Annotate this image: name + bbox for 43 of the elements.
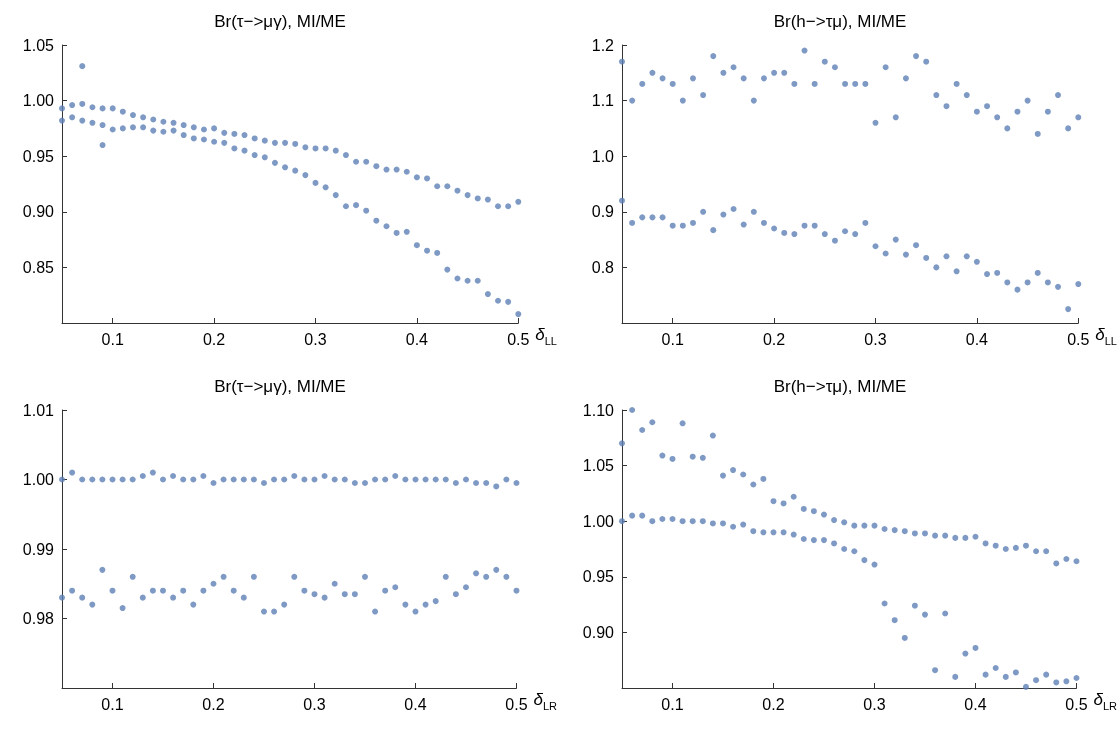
- x-tick-label: 0.1: [661, 330, 684, 348]
- y-tick-label: 0.95: [582, 568, 615, 586]
- x-tick-label: 0.3: [303, 695, 326, 713]
- y-tick-label: 1.1: [591, 92, 615, 110]
- x-tick-label: 0.5: [505, 695, 528, 713]
- y-tick-label: 0.90: [582, 623, 615, 641]
- x-tick-label: 0.4: [404, 695, 427, 713]
- x-tick-label: 0.2: [762, 330, 786, 348]
- x-tick-label: 0.1: [101, 695, 124, 713]
- y-tick-label: 1.00: [22, 471, 55, 488]
- chart-title: Br(τ−>μγ), MI/ME: [214, 377, 346, 396]
- x-tick-label: 0.4: [405, 330, 429, 348]
- x-tick-label: 0.1: [661, 695, 684, 713]
- chart-title: Br(τ−>μγ), MI/ME: [214, 12, 346, 31]
- x-tick-label: 0.2: [202, 695, 225, 713]
- y-tick-label: 1.00: [22, 92, 55, 110]
- x-tick-label: 0.5: [507, 330, 530, 348]
- y-tick-label: 1.2: [591, 36, 615, 54]
- x-tick-label: 0.3: [863, 695, 886, 713]
- y-tick-label: 0.85: [22, 258, 55, 276]
- y-tick-label: 0.98: [22, 610, 55, 627]
- y-tick-label: 1.05: [22, 36, 55, 54]
- y-tick-label: 1.10: [582, 401, 615, 419]
- x-tick-label: 0.4: [964, 695, 987, 713]
- chart-title: Br(h−>τμ), MI/ME: [773, 377, 907, 396]
- y-tick-label: 0.9: [591, 203, 615, 221]
- x-tick-label: 0.3: [304, 330, 327, 348]
- y-tick-label: 1.0: [591, 147, 615, 165]
- y-tick-label: 0.8: [591, 258, 615, 276]
- x-tick-label: 0.5: [1065, 695, 1088, 713]
- x-tick-label: 0.1: [101, 330, 124, 348]
- y-tick-label: 0.99: [22, 540, 55, 558]
- chart-title: Br(h−>τμ), MI/ME: [773, 12, 907, 31]
- y-tick-label: 0.90: [22, 203, 55, 221]
- y-tick-label: 1.00: [582, 512, 615, 530]
- y-tick-label: 1.05: [582, 457, 615, 475]
- x-tick-label: 0.4: [965, 330, 989, 348]
- y-tick-label: 0.95: [22, 147, 55, 165]
- x-tick-label: 0.3: [864, 330, 887, 348]
- y-tick-label: 1.01: [22, 401, 55, 419]
- x-tick-label: 0.2: [202, 330, 226, 348]
- x-tick-label: 0.5: [1067, 330, 1090, 348]
- x-tick-label: 0.2: [762, 695, 785, 713]
